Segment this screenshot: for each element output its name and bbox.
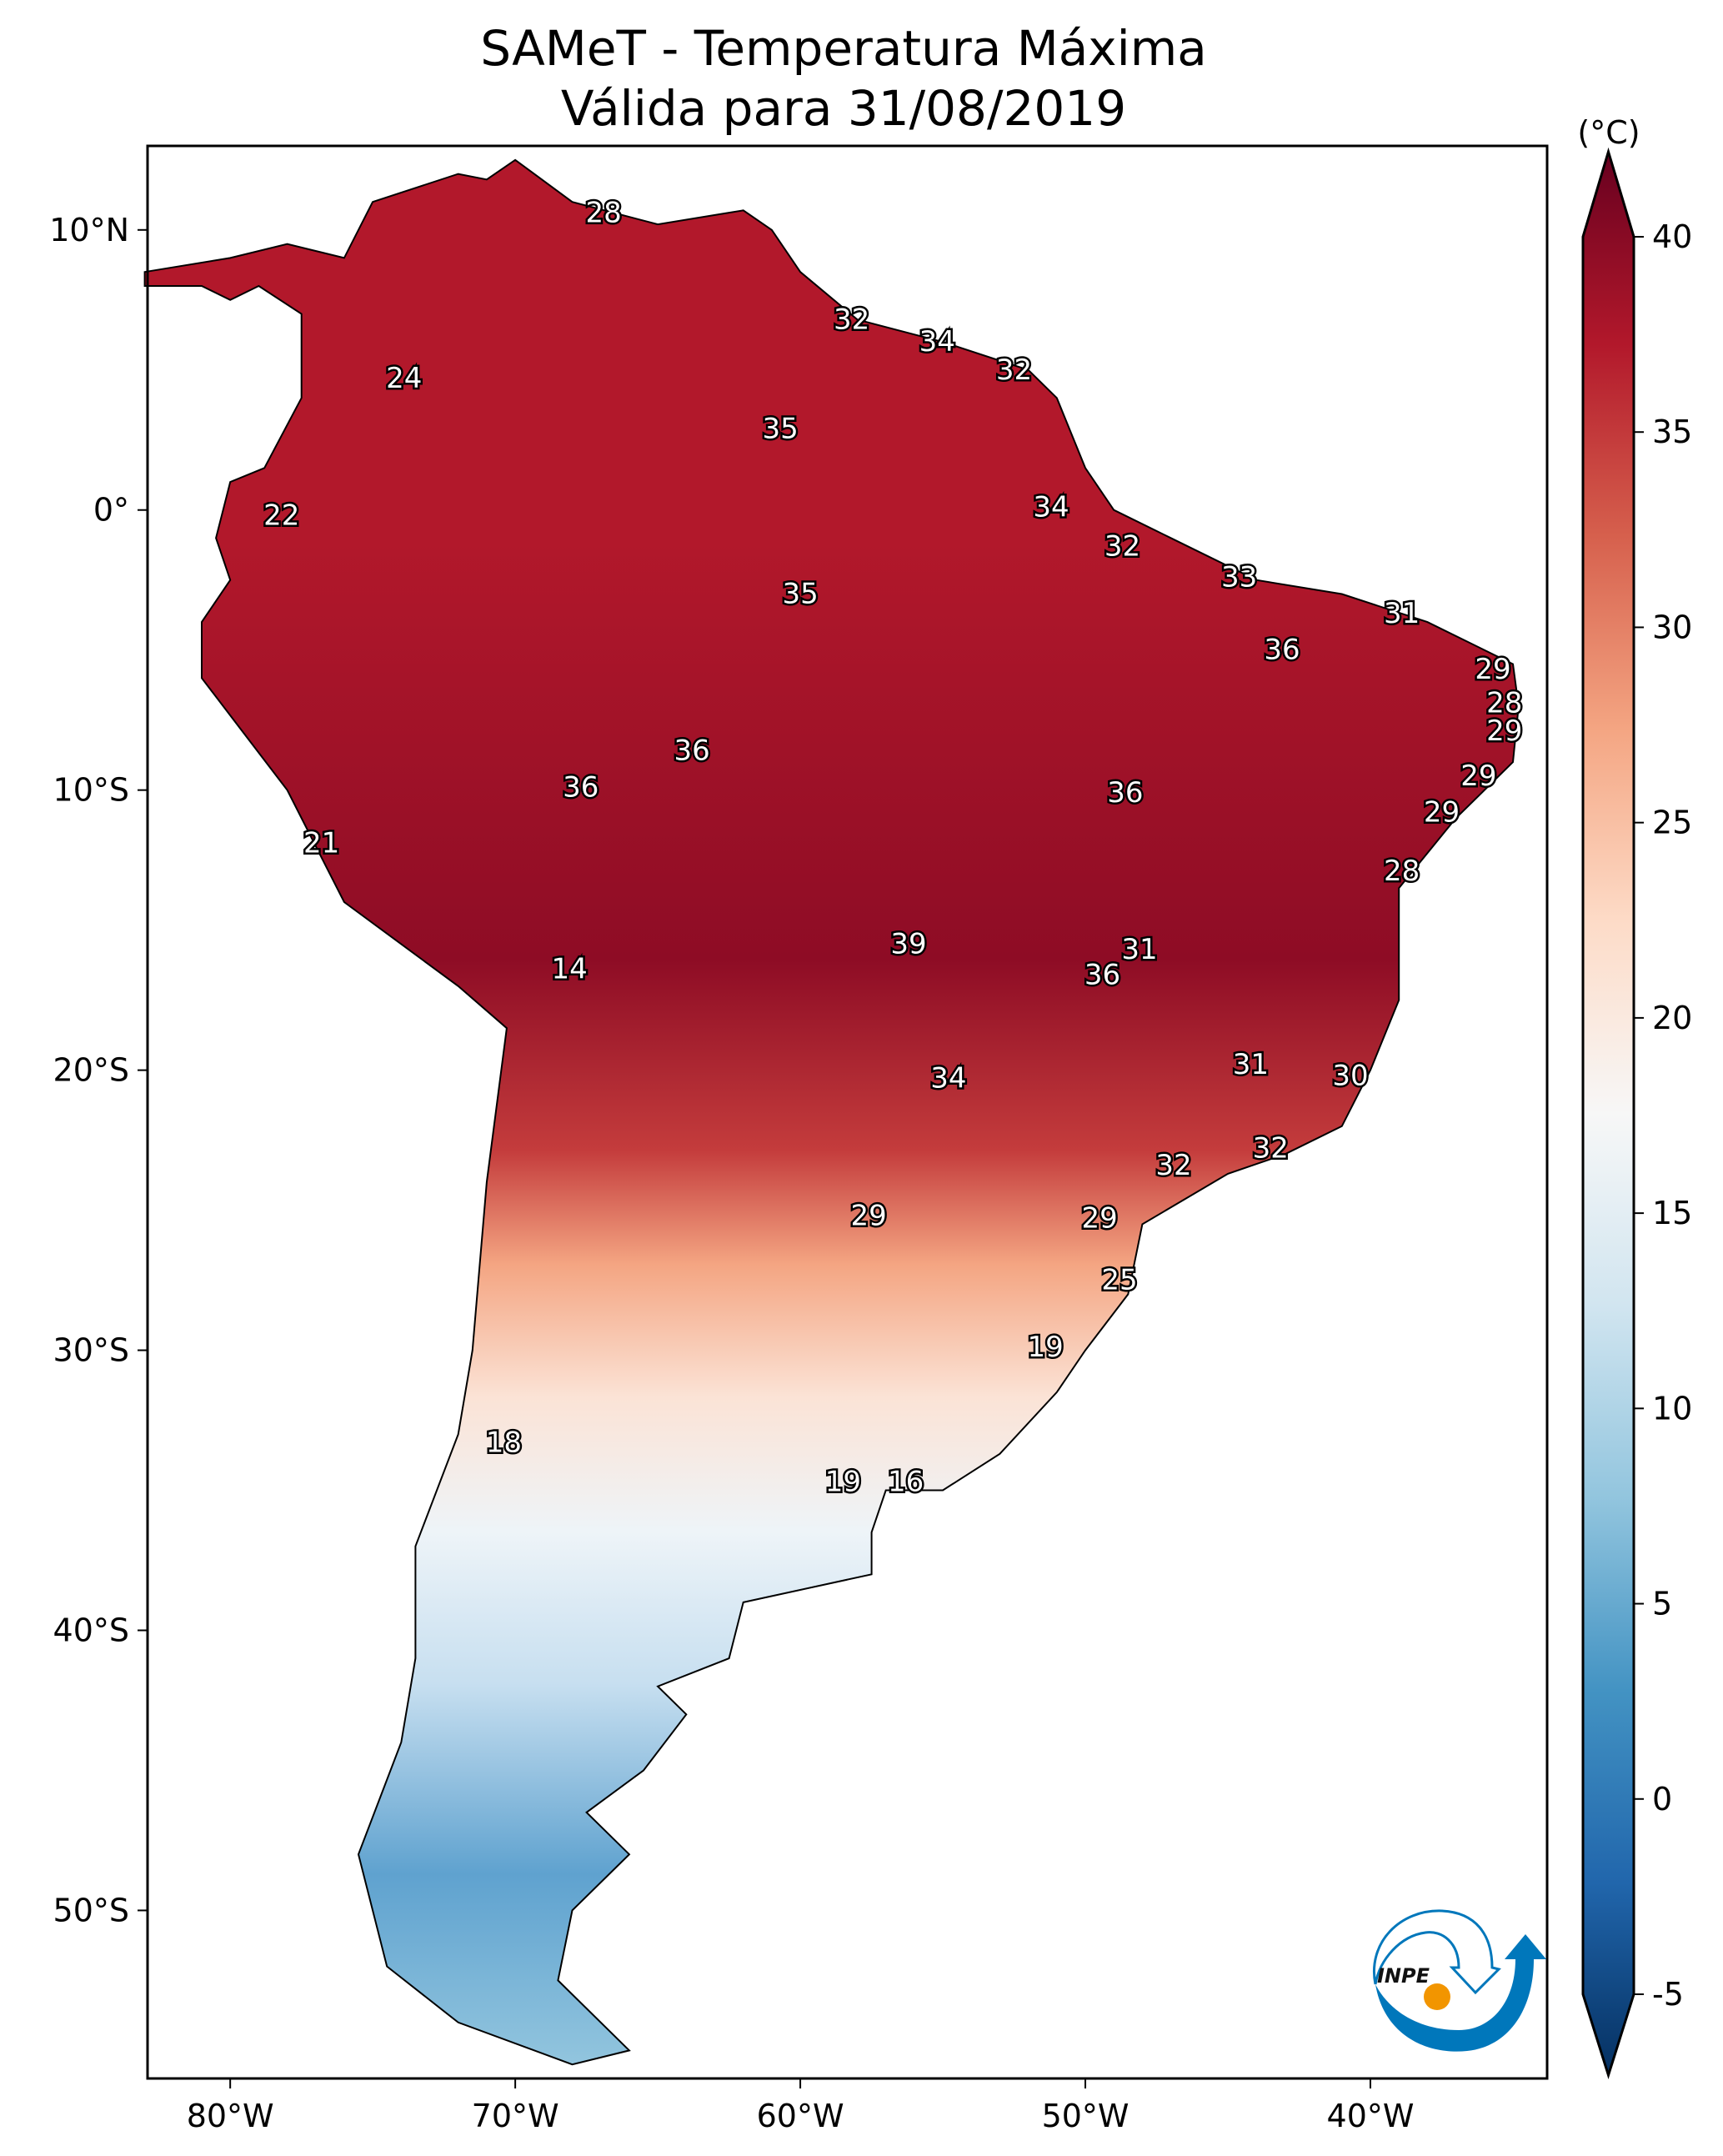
contour-label: 21	[303, 826, 339, 860]
contour-label: 28	[1384, 855, 1420, 888]
contour-label: 28	[585, 197, 621, 230]
contour-label: 32	[996, 353, 1032, 387]
colorbar-tick-label: 5	[1652, 1586, 1672, 1622]
contour-label: 16	[888, 1465, 924, 1498]
inpe-logo: INPE	[1373, 1909, 1546, 2052]
contour-label: 29	[851, 1199, 887, 1232]
colorbar-tick-label: 35	[1652, 414, 1692, 450]
contour-label: 31	[1121, 933, 1157, 966]
logo-text: INPE	[1377, 1964, 1430, 1988]
map-title-line1: SAMeT - Temperatura Máxima	[480, 20, 1207, 77]
lat-tick-label: 10°S	[53, 772, 129, 809]
contour-label: 36	[674, 735, 710, 768]
contour-label: 36	[1107, 776, 1143, 810]
colorbar-tick-label: 20	[1652, 1000, 1692, 1036]
lon-tick-label: 70°W	[472, 2098, 559, 2134]
contour-label: 29	[1475, 653, 1510, 686]
contour-label: 28	[1486, 687, 1522, 720]
colorbar-ticks: -5 0 5 10 15 20 25 30 35 40	[1634, 218, 1692, 2013]
contour-label: 34	[930, 1062, 966, 1096]
colorbar-tick-label: 0	[1652, 1781, 1672, 1818]
contour-label: 34	[1033, 490, 1069, 524]
colorbar: (°C) -5 0 5 10 15 20 25 30 35 40	[1577, 114, 1692, 2080]
lat-tick-label: 0°	[93, 492, 129, 529]
contour-label: 14	[551, 953, 587, 986]
lat-tick-label: 50°S	[53, 1892, 129, 1928]
logo-swirl-outline-icon	[1373, 1909, 1501, 1995]
colorbar-scale	[1581, 147, 1635, 2080]
contour-label: 24	[386, 362, 422, 395]
colorbar-tick-label: 15	[1652, 1195, 1692, 1231]
map-title-line2: Válida para 31/08/2019	[561, 80, 1126, 137]
contour-label: 34	[919, 325, 955, 358]
contour-label: 39	[890, 927, 926, 960]
contour-label: 32	[1253, 1132, 1289, 1166]
longitude-ticks: 80°W 70°W 60°W 50°W 40°W	[187, 2078, 1415, 2134]
contour-label: 35	[782, 578, 818, 611]
south-america-land	[143, 158, 1520, 2066]
map-frame	[146, 144, 1549, 2080]
lat-tick-label: 10°N	[49, 212, 129, 248]
contour-label: 36	[1084, 958, 1120, 991]
colorbar-unit: (°C)	[1577, 114, 1640, 151]
colorbar-tick-label: 40	[1652, 218, 1692, 255]
colorbar-tick-label: 25	[1652, 805, 1692, 841]
contour-label: 33	[1221, 560, 1257, 594]
contour-label: 31	[1384, 597, 1420, 630]
contour-label: 25	[1101, 1264, 1137, 1297]
lat-tick-label: 20°S	[53, 1052, 129, 1089]
logo-arrow-icon	[1375, 1934, 1546, 2052]
colorbar-tick-label: 10	[1652, 1390, 1692, 1426]
lon-tick-label: 40°W	[1327, 2098, 1415, 2134]
logo-sun-icon	[1424, 1983, 1450, 2010]
contour-label: 29	[1424, 796, 1460, 830]
lat-tick-label: 30°S	[53, 1332, 129, 1369]
contour-label: 29	[1460, 760, 1496, 793]
contour-label: 18	[486, 1426, 522, 1459]
colorbar-tick-label: -5	[1652, 1976, 1684, 2013]
contour-label: 22	[263, 499, 299, 532]
contour-label: 31	[1233, 1048, 1269, 1081]
latitude-ticks: 10°N 0° 10°S 20°S 30°S 40°S 50°S	[49, 212, 148, 1928]
lon-tick-label: 60°W	[757, 2098, 844, 2134]
contour-label: 35	[763, 412, 799, 445]
contour-label: 29	[1486, 714, 1522, 748]
contour-label: 19	[825, 1465, 861, 1498]
contour-label: 32	[1104, 529, 1140, 563]
contour-label: 29	[1081, 1202, 1117, 1236]
contour-label: 30	[1332, 1059, 1368, 1092]
colorbar-tick-label: 30	[1652, 609, 1692, 645]
lon-tick-label: 50°W	[1042, 2098, 1129, 2134]
lon-tick-label: 80°W	[187, 2098, 274, 2134]
contour-label: 32	[1155, 1149, 1191, 1182]
contour-label: 19	[1028, 1331, 1064, 1364]
lat-tick-label: 40°S	[53, 1612, 129, 1648]
contour-label: 36	[1264, 634, 1300, 667]
contour-label: 32	[834, 303, 869, 336]
contour-label: 36	[563, 770, 599, 804]
